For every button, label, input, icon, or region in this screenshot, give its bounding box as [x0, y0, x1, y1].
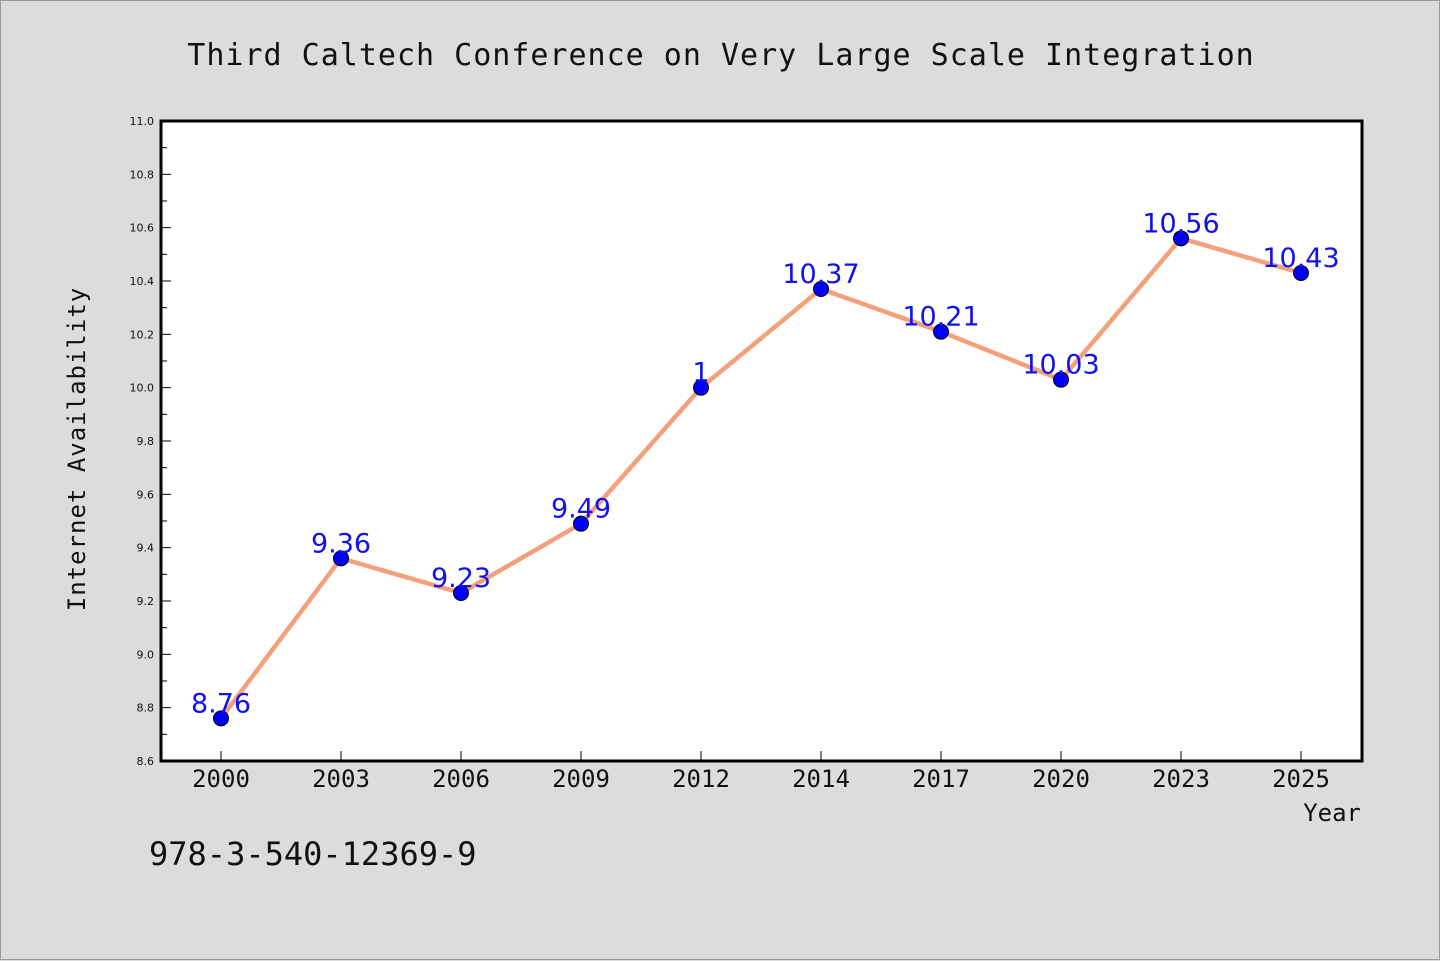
y-tick-label: 10.6 — [130, 222, 155, 235]
data-point — [333, 550, 349, 567]
data-label: 8.76 — [191, 688, 251, 719]
data-label: 9.23 — [431, 563, 491, 594]
x-axis: 2000 2003 2006 2009 2012 2014 2017 2020 2023 2025 — [192, 751, 1330, 793]
data-label: 9.36 — [311, 528, 371, 559]
data-label: 10.37 — [782, 259, 859, 290]
y-tick-label: 9.6 — [137, 488, 155, 501]
y-tick-label: 8.6 — [137, 755, 155, 768]
plot-area — [159, 119, 1364, 763]
data-point — [1053, 371, 1069, 388]
isbn-text: 978-3-540-12369-9 — [149, 835, 477, 873]
data-point — [1173, 230, 1189, 247]
data-label: 10.21 — [902, 302, 979, 333]
data-label: 10.43 — [1262, 243, 1339, 274]
x-tick-label: 2006 — [432, 765, 490, 793]
y-tick-label: 10.4 — [130, 275, 155, 288]
data-point — [213, 710, 229, 727]
x-tick-label: 2003 — [312, 765, 370, 793]
chart-title: Third Caltech Conference on Very Large S… — [187, 38, 1254, 73]
x-tick-label: 2009 — [552, 765, 610, 793]
x-tick-label: 2012 — [672, 765, 730, 793]
data-point — [933, 323, 949, 340]
y-axis: 8.6 8.8 9.0 9.2 9.4 9.6 9.8 10.0 10.2 10.4 10.6 10.… — [130, 115, 171, 768]
y-tick-label: 9.0 — [137, 648, 155, 661]
y-tick-label: 10.0 — [130, 382, 155, 395]
y-tick-label: 10.2 — [130, 328, 155, 341]
data-point — [573, 515, 589, 532]
data-point — [453, 585, 469, 601]
x-tick-label: 2014 — [792, 765, 850, 793]
data-label: 1 — [692, 358, 709, 389]
data-label: 9.49 — [551, 494, 611, 525]
data-label: 10.56 — [1142, 208, 1219, 239]
x-tick-label: 2020 — [1032, 765, 1090, 793]
data-point — [1293, 265, 1309, 281]
y-tick-label: 9.4 — [137, 542, 155, 555]
x-tick-label: 2025 — [1272, 765, 1330, 793]
x-tick-label: 2000 — [192, 765, 250, 793]
x-axis-label: Year — [1303, 799, 1361, 827]
data-label: 10.03 — [1022, 350, 1099, 381]
series-line — [219, 236, 1302, 720]
data-point — [693, 379, 709, 396]
y-tick-label: 9.2 — [137, 595, 155, 608]
y-tick-label: 9.8 — [137, 435, 155, 448]
x-tick-label: 2023 — [1152, 765, 1210, 793]
series-layer: 8.76 9.36 9.23 9.49 1 10.37 10.21 10.03 10.56 10.… — [191, 208, 1340, 727]
y-tick-label: 11.0 — [130, 115, 155, 128]
data-point — [813, 281, 829, 297]
y-axis-label: Internet Availability — [63, 287, 91, 611]
y-tick-label: 8.8 — [137, 702, 155, 715]
y-tick-label: 10.8 — [130, 168, 155, 181]
x-tick-label: 2017 — [912, 765, 970, 793]
